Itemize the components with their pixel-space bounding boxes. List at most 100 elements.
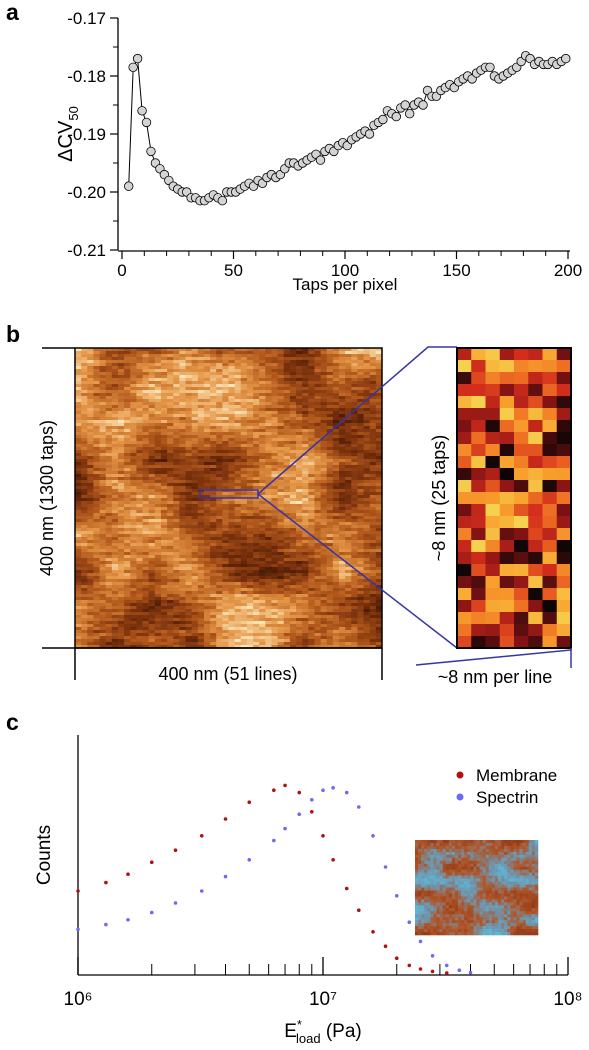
afm-pixel xyxy=(265,459,272,463)
afm-pixel xyxy=(265,609,272,613)
afm-pixel xyxy=(271,597,279,601)
afm-pixel xyxy=(185,624,193,628)
afm-pixel xyxy=(259,606,266,610)
afm-pixel xyxy=(253,600,260,604)
afm-pixel xyxy=(81,462,88,466)
afm-pixel xyxy=(363,612,371,616)
afm-pixel xyxy=(345,549,352,553)
afm-pixel xyxy=(271,429,279,433)
afm-pixel xyxy=(283,519,291,523)
afm-pixel xyxy=(197,432,205,436)
afm-pixel xyxy=(179,567,186,571)
afm-pixel xyxy=(87,435,94,439)
afm-pixel xyxy=(105,639,113,643)
afm-pixel xyxy=(271,594,279,598)
afm-pixel xyxy=(363,615,371,619)
afm-pixel xyxy=(124,489,131,493)
afm-pixel xyxy=(105,390,113,394)
afm-pixel xyxy=(357,633,364,637)
afm-pixel xyxy=(259,609,266,613)
afm-pixel xyxy=(234,351,242,355)
afm-pixel xyxy=(240,444,248,448)
afm-pixel xyxy=(369,519,377,523)
afm-pixel xyxy=(124,393,131,397)
afm-pixel xyxy=(148,498,156,502)
afm-pixel xyxy=(308,636,315,640)
afm-pixel xyxy=(375,393,383,397)
afm-pixel xyxy=(148,522,156,526)
afm-pixel xyxy=(351,363,358,367)
afm-pixel xyxy=(160,411,168,415)
afm-pixel xyxy=(191,387,199,391)
afm-pixel xyxy=(320,594,328,598)
afm-pixel xyxy=(111,636,119,640)
afm-pixel xyxy=(277,456,285,460)
afm-pixel xyxy=(259,402,266,406)
afm-pixel xyxy=(111,555,119,559)
afm-pixel xyxy=(203,483,211,487)
afm-pixel xyxy=(99,369,107,373)
afm-pixel xyxy=(228,393,236,397)
afm-pixel xyxy=(154,420,162,424)
afm-pixel xyxy=(246,504,254,508)
afm-pixel xyxy=(296,378,303,382)
afm-pixel xyxy=(197,504,205,508)
afm-pixel xyxy=(130,561,137,565)
afm-pixel xyxy=(234,423,242,427)
afm-pixel xyxy=(154,504,162,508)
afm-pixel xyxy=(228,516,236,520)
afm-pixel xyxy=(302,558,309,562)
afm-pixel xyxy=(203,495,211,499)
afm-pixel xyxy=(296,528,303,532)
afm-pixel xyxy=(93,489,100,493)
afm-pixel xyxy=(277,357,285,361)
afm-pixel xyxy=(185,462,193,466)
afm-pixel xyxy=(154,522,162,526)
afm-pixel xyxy=(222,558,229,562)
afm-pixel xyxy=(345,438,352,442)
afm-pixel xyxy=(191,360,199,364)
afm-pixel xyxy=(173,450,180,454)
afm-pixel xyxy=(375,534,383,538)
afm-pixel xyxy=(259,567,266,571)
afm-pixel xyxy=(197,624,205,628)
afm-pixel xyxy=(148,609,156,613)
afm-pixel xyxy=(228,576,236,580)
afm-pixel xyxy=(216,483,223,487)
afm-pixel xyxy=(289,474,297,478)
afm-pixel xyxy=(314,447,321,451)
afm-pixel xyxy=(136,381,143,385)
afm-pixel xyxy=(234,432,242,436)
afm-pixel xyxy=(308,384,315,388)
afm-pixel xyxy=(105,378,113,382)
afm-pixel xyxy=(191,411,199,415)
afm-pixel xyxy=(87,453,94,457)
afm-pixel xyxy=(240,399,248,403)
afm-pixel xyxy=(203,411,211,415)
afm-pixel xyxy=(277,420,285,424)
afm-pixel xyxy=(308,633,315,637)
afm-pixel xyxy=(124,567,131,571)
afm-pixel xyxy=(234,438,242,442)
afm-pixel xyxy=(259,498,266,502)
afm-pixel xyxy=(351,582,358,586)
afm-pixel xyxy=(240,504,248,508)
afm-pixel xyxy=(99,477,107,481)
afm-pixel xyxy=(136,507,143,511)
afm-pixel xyxy=(93,417,100,421)
afm-pixel xyxy=(160,528,168,532)
afm-pixel xyxy=(320,468,328,472)
afm-pixel xyxy=(130,528,137,532)
afm-pixel xyxy=(326,387,334,391)
afm-pixel xyxy=(222,426,229,430)
afm-pixel xyxy=(332,558,340,562)
afm-pixel xyxy=(302,462,309,466)
afm-pixel xyxy=(154,360,162,364)
afm-pixel xyxy=(87,486,94,490)
afm-pixel xyxy=(160,519,168,523)
afm-pixel xyxy=(203,561,211,565)
afm-pixel xyxy=(339,582,346,586)
afm-pixel xyxy=(124,360,131,364)
afm-pixel xyxy=(363,378,371,382)
afm-pixel xyxy=(93,483,100,487)
